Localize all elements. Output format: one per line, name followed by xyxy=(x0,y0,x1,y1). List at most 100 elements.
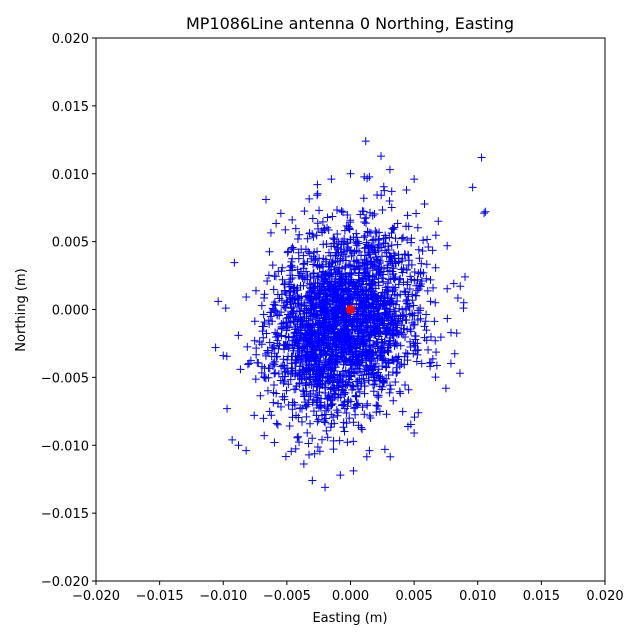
scatter-point xyxy=(333,244,342,253)
scatter-point xyxy=(277,296,286,305)
scatter-point xyxy=(393,327,402,336)
scatter-point xyxy=(362,267,371,276)
scatter-point xyxy=(255,338,264,347)
scatter-point xyxy=(313,319,322,328)
scatter-point xyxy=(308,285,317,294)
scatter-point xyxy=(302,412,311,421)
scatter-point xyxy=(259,333,268,342)
y-tick-label: −0.015 xyxy=(41,507,89,522)
x-tick-label: −0.010 xyxy=(199,589,247,604)
scatter-point xyxy=(251,375,260,384)
scatter-point xyxy=(291,224,300,233)
scatter-point xyxy=(326,329,335,338)
scatter-point xyxy=(317,270,326,279)
scatter-point xyxy=(374,281,383,290)
scatter-point xyxy=(320,225,329,234)
scatter-point xyxy=(321,269,330,278)
scatter-point xyxy=(305,372,314,381)
scatter-point xyxy=(262,329,271,338)
scatter-point xyxy=(339,423,348,432)
scatter-point xyxy=(369,307,378,316)
scatter-point xyxy=(299,368,308,377)
scatter-point xyxy=(369,387,378,396)
scatter-point xyxy=(315,447,324,456)
scatter-point xyxy=(289,284,298,293)
scatter-point xyxy=(333,393,342,402)
x-tick-label: 0.000 xyxy=(332,589,369,604)
scatter-point xyxy=(320,311,329,320)
scatter-point xyxy=(293,265,302,274)
scatter-point xyxy=(396,341,405,350)
scatter-point xyxy=(327,290,336,299)
scatter-point xyxy=(334,279,343,288)
scatter-point xyxy=(343,438,352,447)
center-marker-layer xyxy=(346,305,355,314)
scatter-point xyxy=(314,272,323,281)
scatter-point xyxy=(312,369,321,378)
scatter-point xyxy=(304,316,313,325)
scatter-point xyxy=(393,219,402,228)
scatter-point xyxy=(355,387,364,396)
scatter-point xyxy=(403,236,412,245)
scatter-point xyxy=(280,280,289,289)
scatter-point xyxy=(313,180,322,189)
scatter-point xyxy=(324,248,333,257)
scatter-point xyxy=(230,258,239,267)
scatter-point xyxy=(406,420,415,429)
scatter-point xyxy=(291,385,300,394)
scatter-point xyxy=(358,356,367,365)
scatter-point xyxy=(281,332,290,341)
scatter-point xyxy=(266,308,275,317)
scatter-point xyxy=(398,407,407,416)
scatter-point xyxy=(312,332,321,341)
scatter-point xyxy=(322,239,331,248)
scatter-point xyxy=(390,223,399,232)
scatter-point xyxy=(306,392,315,401)
y-tick-label: 0.005 xyxy=(52,236,89,251)
scatter-point xyxy=(338,301,347,310)
scatter-point xyxy=(328,296,337,305)
scatter-point xyxy=(363,399,372,408)
scatter-point xyxy=(264,271,273,280)
scatter-point xyxy=(404,250,413,259)
scatter-point xyxy=(327,259,336,268)
scatter-point xyxy=(214,297,223,306)
scatter-point xyxy=(421,317,430,326)
scatter-point xyxy=(303,428,312,437)
scatter-point xyxy=(297,404,306,413)
scatter-point xyxy=(420,199,429,208)
scatter-point xyxy=(294,349,303,358)
scatter-point xyxy=(315,299,324,308)
scatter-point xyxy=(317,303,326,312)
scatter-point xyxy=(388,224,397,233)
scatter-point xyxy=(365,446,374,455)
scatter-point xyxy=(385,165,394,174)
scatter-point xyxy=(298,321,307,330)
scatter-point xyxy=(273,336,282,345)
scatter-point xyxy=(280,303,289,312)
scatter-point xyxy=(313,247,322,256)
scatter-point xyxy=(452,329,461,338)
scatter-point xyxy=(335,436,344,445)
scatter-point xyxy=(360,389,369,398)
scatter-point xyxy=(303,234,312,243)
scatter-point xyxy=(300,259,309,268)
scatter-point xyxy=(286,262,295,271)
scatter-point xyxy=(265,247,274,256)
scatter-point xyxy=(311,354,320,363)
scatter-point xyxy=(368,315,377,324)
x-tick-label: −0.020 xyxy=(72,589,120,604)
y-tick-label: 0.020 xyxy=(52,32,89,47)
scatter-point xyxy=(313,189,322,198)
scatter-point xyxy=(404,385,413,394)
scatter-point xyxy=(316,356,325,365)
scatter-point xyxy=(348,325,357,334)
scatter-point xyxy=(284,380,293,389)
scatter-point xyxy=(366,250,375,259)
scatter-point xyxy=(243,342,252,351)
scatter-point xyxy=(274,399,283,408)
scatter-point xyxy=(409,320,418,329)
scatter-point xyxy=(310,449,319,458)
scatter-point xyxy=(341,388,350,397)
scatter-point xyxy=(270,438,279,447)
